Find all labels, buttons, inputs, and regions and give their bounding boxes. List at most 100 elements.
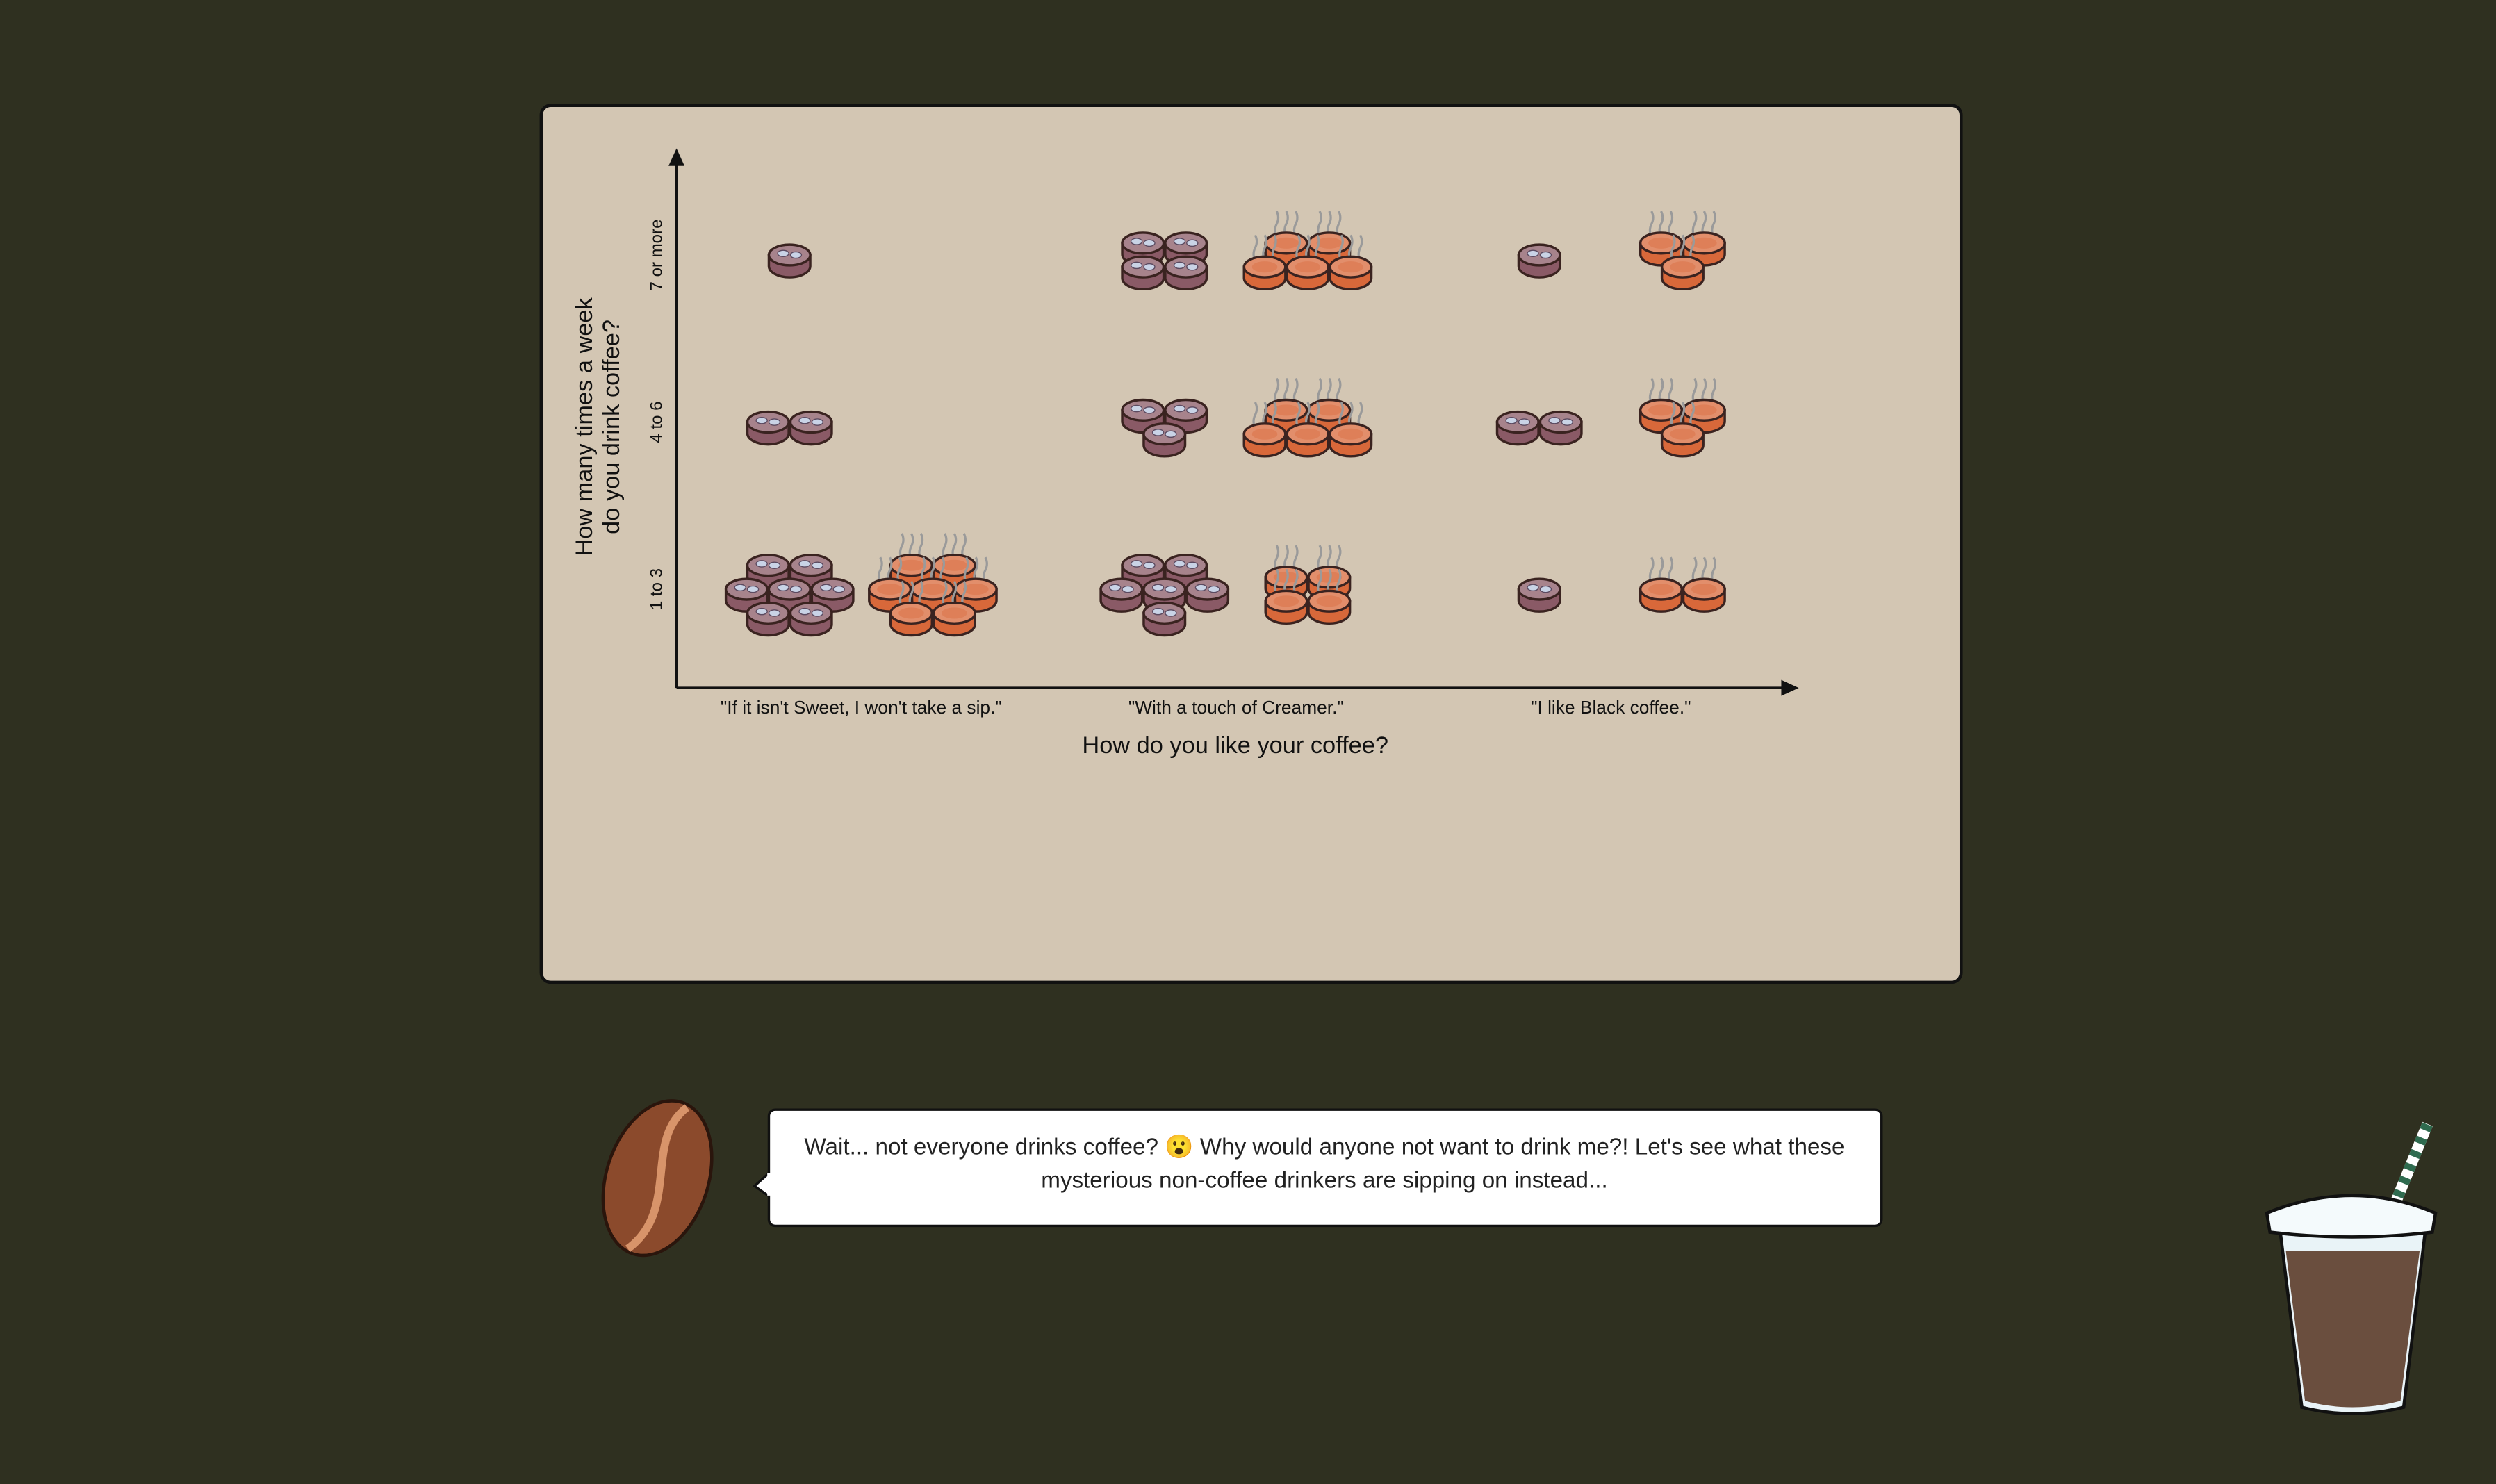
iced-coffee-cup — [2265, 1121, 2438, 1415]
ice — [746, 585, 760, 593]
cup — [1264, 568, 1308, 625]
cup — [1660, 234, 1705, 290]
cup-group — [1099, 554, 1230, 637]
cup — [1682, 556, 1726, 613]
cup-top — [789, 554, 833, 577]
cup-top — [1142, 601, 1187, 625]
crema — [1251, 261, 1278, 273]
cup — [746, 601, 790, 637]
cup — [1242, 402, 1287, 458]
ice — [798, 607, 811, 616]
ice — [1143, 263, 1156, 271]
crema — [1295, 428, 1321, 440]
crema — [898, 607, 924, 619]
ice — [798, 560, 811, 568]
cup — [746, 410, 790, 446]
cup — [1164, 255, 1208, 290]
cup-top — [1164, 398, 1208, 422]
ice — [1186, 561, 1199, 569]
cup — [1142, 601, 1187, 637]
ice — [820, 584, 832, 592]
ice — [1518, 418, 1531, 426]
cup-top — [1164, 554, 1208, 577]
y-tick-label: 7 or more — [647, 220, 666, 291]
ice — [1527, 249, 1539, 257]
cup — [1286, 402, 1330, 458]
cup-top — [1142, 577, 1187, 601]
crema — [1691, 404, 1717, 416]
chart-panel — [539, 104, 1963, 984]
caption-box: Wait... not everyone drinks coffee? 😮 Wh… — [804, 1135, 1845, 1194]
cup — [1660, 402, 1705, 458]
ice — [1122, 585, 1134, 593]
ice — [1561, 418, 1574, 426]
crema — [1691, 584, 1717, 595]
ice — [1130, 261, 1143, 270]
ice — [1109, 584, 1122, 592]
y-axis-title-box: How many times a week do you drink coffe… — [571, 297, 625, 556]
cup-top — [1185, 577, 1230, 601]
cup-group — [1242, 377, 1373, 458]
crema — [920, 584, 946, 595]
ice — [1165, 609, 1177, 617]
cup — [1121, 255, 1165, 290]
ice — [1143, 406, 1156, 414]
crema — [898, 559, 924, 571]
crema — [1295, 261, 1321, 273]
ice — [789, 585, 803, 593]
ice — [1151, 607, 1165, 616]
cup-top — [746, 601, 790, 625]
x-axis-title: How do you like your coffee? — [1082, 732, 1388, 759]
cup — [1307, 211, 1352, 267]
ice — [1539, 585, 1552, 593]
ice — [755, 416, 768, 424]
cup-top — [1121, 554, 1165, 577]
cup-top — [1164, 255, 1208, 279]
crema — [1273, 237, 1299, 249]
ice — [1208, 585, 1220, 593]
y-tick-label: 1 to 3 — [647, 568, 666, 610]
cup-top — [1099, 577, 1144, 601]
cup — [1242, 234, 1287, 290]
cup-top — [1142, 422, 1187, 446]
ice — [1151, 429, 1165, 436]
cup — [1286, 234, 1330, 290]
caption: Wait... not everyone drinks coffee? 😮 Wh… — [804, 1135, 1845, 1194]
cup-top — [789, 410, 833, 434]
ice — [1173, 261, 1186, 270]
cup-top — [746, 554, 790, 577]
cup-lid — [2265, 1194, 2438, 1239]
bean-crease — [625, 1104, 690, 1253]
ice — [1143, 561, 1156, 569]
cup-top — [1121, 231, 1165, 255]
crema — [942, 607, 967, 619]
cup-group — [746, 410, 833, 446]
ice — [1194, 584, 1208, 592]
crema — [877, 584, 903, 595]
crema — [1670, 261, 1696, 273]
cup-top — [1121, 398, 1165, 422]
cup — [1185, 577, 1230, 613]
straw-stripe — [2387, 1121, 2433, 1212]
crema — [1648, 237, 1674, 249]
ice — [832, 585, 845, 593]
ice — [798, 416, 811, 424]
cup-group — [1639, 556, 1726, 613]
cup — [1307, 568, 1352, 625]
ice — [1527, 584, 1539, 592]
crema — [1251, 428, 1278, 440]
x-axis-arrow — [1781, 679, 1799, 696]
ice — [1186, 406, 1199, 414]
crema — [1273, 404, 1299, 416]
crema — [1670, 428, 1696, 440]
ice — [811, 561, 824, 569]
ice — [1165, 585, 1177, 593]
ice — [1186, 263, 1199, 271]
ice — [1151, 584, 1165, 592]
crema — [962, 584, 989, 595]
ice — [811, 418, 824, 426]
cup-top — [1517, 243, 1561, 267]
y-tick-label: 4 to 6 — [647, 401, 666, 443]
cup-top — [767, 577, 812, 601]
